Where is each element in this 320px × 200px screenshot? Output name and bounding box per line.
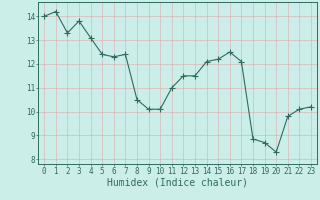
X-axis label: Humidex (Indice chaleur): Humidex (Indice chaleur): [107, 178, 248, 188]
